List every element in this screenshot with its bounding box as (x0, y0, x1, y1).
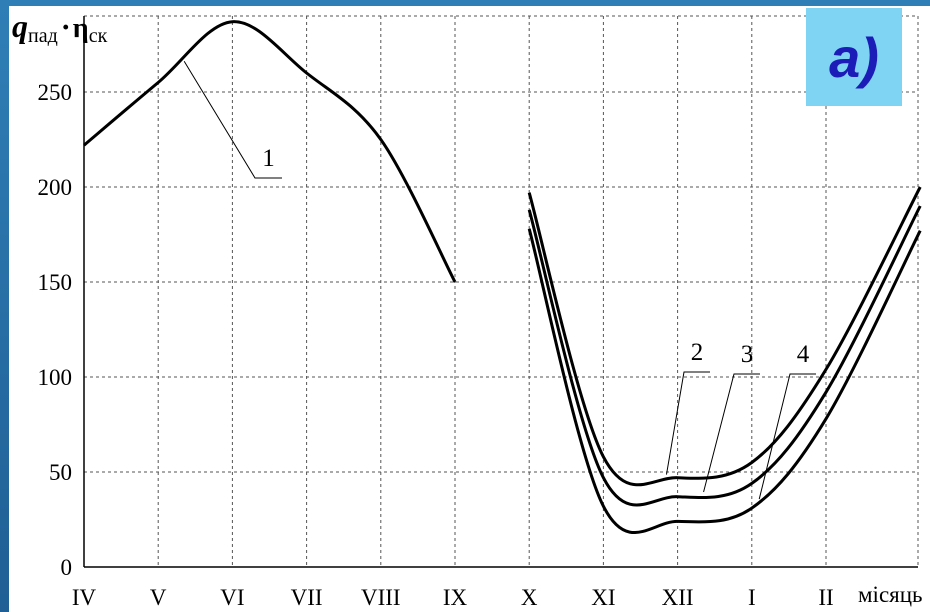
x-tick-label: II (818, 585, 833, 610)
y-label-dot: · (61, 11, 71, 44)
y-label-eta: η (73, 13, 89, 44)
series-label-2: 2 (691, 339, 704, 366)
y-tick-labels: 0 50 100 150 200 250 (38, 80, 73, 580)
y-label-q: q (12, 8, 28, 44)
leader-line-4 (758, 373, 816, 500)
x-tick-label: XI (591, 585, 615, 610)
x-tick-label: X (521, 585, 538, 610)
series-lines (83, 20, 922, 535)
x-tick-labels: IV V VI VII VIII IX X XI XII I II (72, 585, 834, 610)
y-label-eta-subscript: ск (89, 25, 108, 47)
x-tick-label: V (150, 585, 167, 610)
series-line-3 (527, 205, 922, 507)
y-label-q-subscript: пад (28, 25, 58, 47)
series-label-4: 4 (797, 341, 810, 368)
x-tick-label: IV (72, 585, 97, 610)
grid-lines (84, 15, 919, 567)
x-axis-label: місяць (858, 582, 923, 607)
series-line-1 (83, 20, 457, 283)
y-tick-label: 50 (49, 460, 72, 485)
leader-line-3 (703, 373, 760, 493)
slide-edge-bar (0, 0, 9, 612)
panel-label-badge: a) (806, 8, 902, 106)
leader-line-2 (665, 371, 710, 475)
axes (83, 16, 918, 568)
leader-line-1 (183, 60, 282, 179)
slide-top-bar (0, 0, 930, 6)
y-tick-label: 100 (38, 365, 73, 390)
series-label-1: 1 (262, 145, 275, 172)
y-axis-label: qпад ·ηск (12, 8, 108, 47)
series-line-4 (527, 228, 922, 535)
series-label-3: 3 (741, 341, 754, 368)
y-tick-label: 0 (61, 555, 73, 580)
x-tick-label: VIII (361, 585, 401, 610)
x-tick-label: VII (291, 585, 323, 610)
series-line-2 (527, 186, 922, 487)
y-tick-label: 250 (38, 80, 73, 105)
x-tick-label: VI (220, 585, 244, 610)
x-tick-label: IX (443, 585, 468, 610)
y-tick-label: 200 (38, 175, 73, 200)
panel-label: a) (829, 25, 879, 89)
y-tick-label: 150 (38, 270, 73, 295)
x-tick-label: XII (662, 585, 694, 610)
x-tick-label: I (748, 585, 756, 610)
series-annotations: 1 2 3 4 (183, 60, 816, 500)
